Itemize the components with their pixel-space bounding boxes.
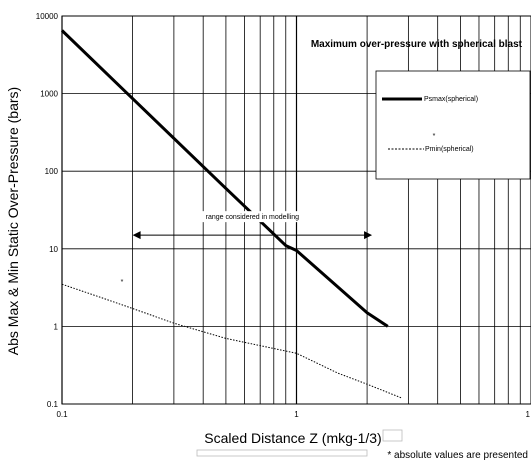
range-annotation: range considered in modelling <box>132 211 373 240</box>
legend-label-pmin: Pmin(spherical) <box>425 146 474 153</box>
x-axis-label: Scaled Distance Z (mkg-1/3) <box>204 430 381 446</box>
range-arrow-left-head <box>132 231 141 240</box>
range-label: range considered in modelling <box>206 214 299 221</box>
range-arrow-right-head <box>364 231 373 240</box>
legend-box <box>375 70 531 180</box>
series-line-psmax <box>60 29 389 328</box>
series-group <box>60 29 402 399</box>
y-tick-label: 1000 <box>40 90 58 99</box>
range-label-background <box>190 211 315 223</box>
pmin-star-marker: * <box>121 279 124 286</box>
y-tick-label: 1 <box>54 322 59 331</box>
footnote: * absolute values are presented <box>387 450 528 461</box>
x-label-empty-box <box>382 429 403 442</box>
y-tick-label: 100 <box>45 167 59 176</box>
legend: Psmax(spherical) * Pmin(spherical) <box>375 70 531 180</box>
chart-title: Maximum over-pressure with spherical bla… <box>311 39 523 50</box>
plot-frame <box>61 15 531 405</box>
footnote-empty-box <box>196 449 368 457</box>
y-axis-label: Abs Max & Min Static Over-Pressure (bars… <box>5 87 21 355</box>
x-tick-label: 0.1 <box>56 410 68 419</box>
tick-labels: 0.1 1 10 100 1000 10000 0.1 1 1 <box>36 12 531 419</box>
x-tick-label: 1 <box>526 410 531 419</box>
legend-star: * <box>433 133 436 140</box>
y-tick-label: 0.1 <box>47 400 59 409</box>
x-tick-label: 1 <box>294 410 299 419</box>
legend-label-psmax: Psmax(spherical) <box>424 96 478 103</box>
y-tick-label: 10 <box>49 245 58 254</box>
y-tick-label: 10000 <box>36 12 59 21</box>
